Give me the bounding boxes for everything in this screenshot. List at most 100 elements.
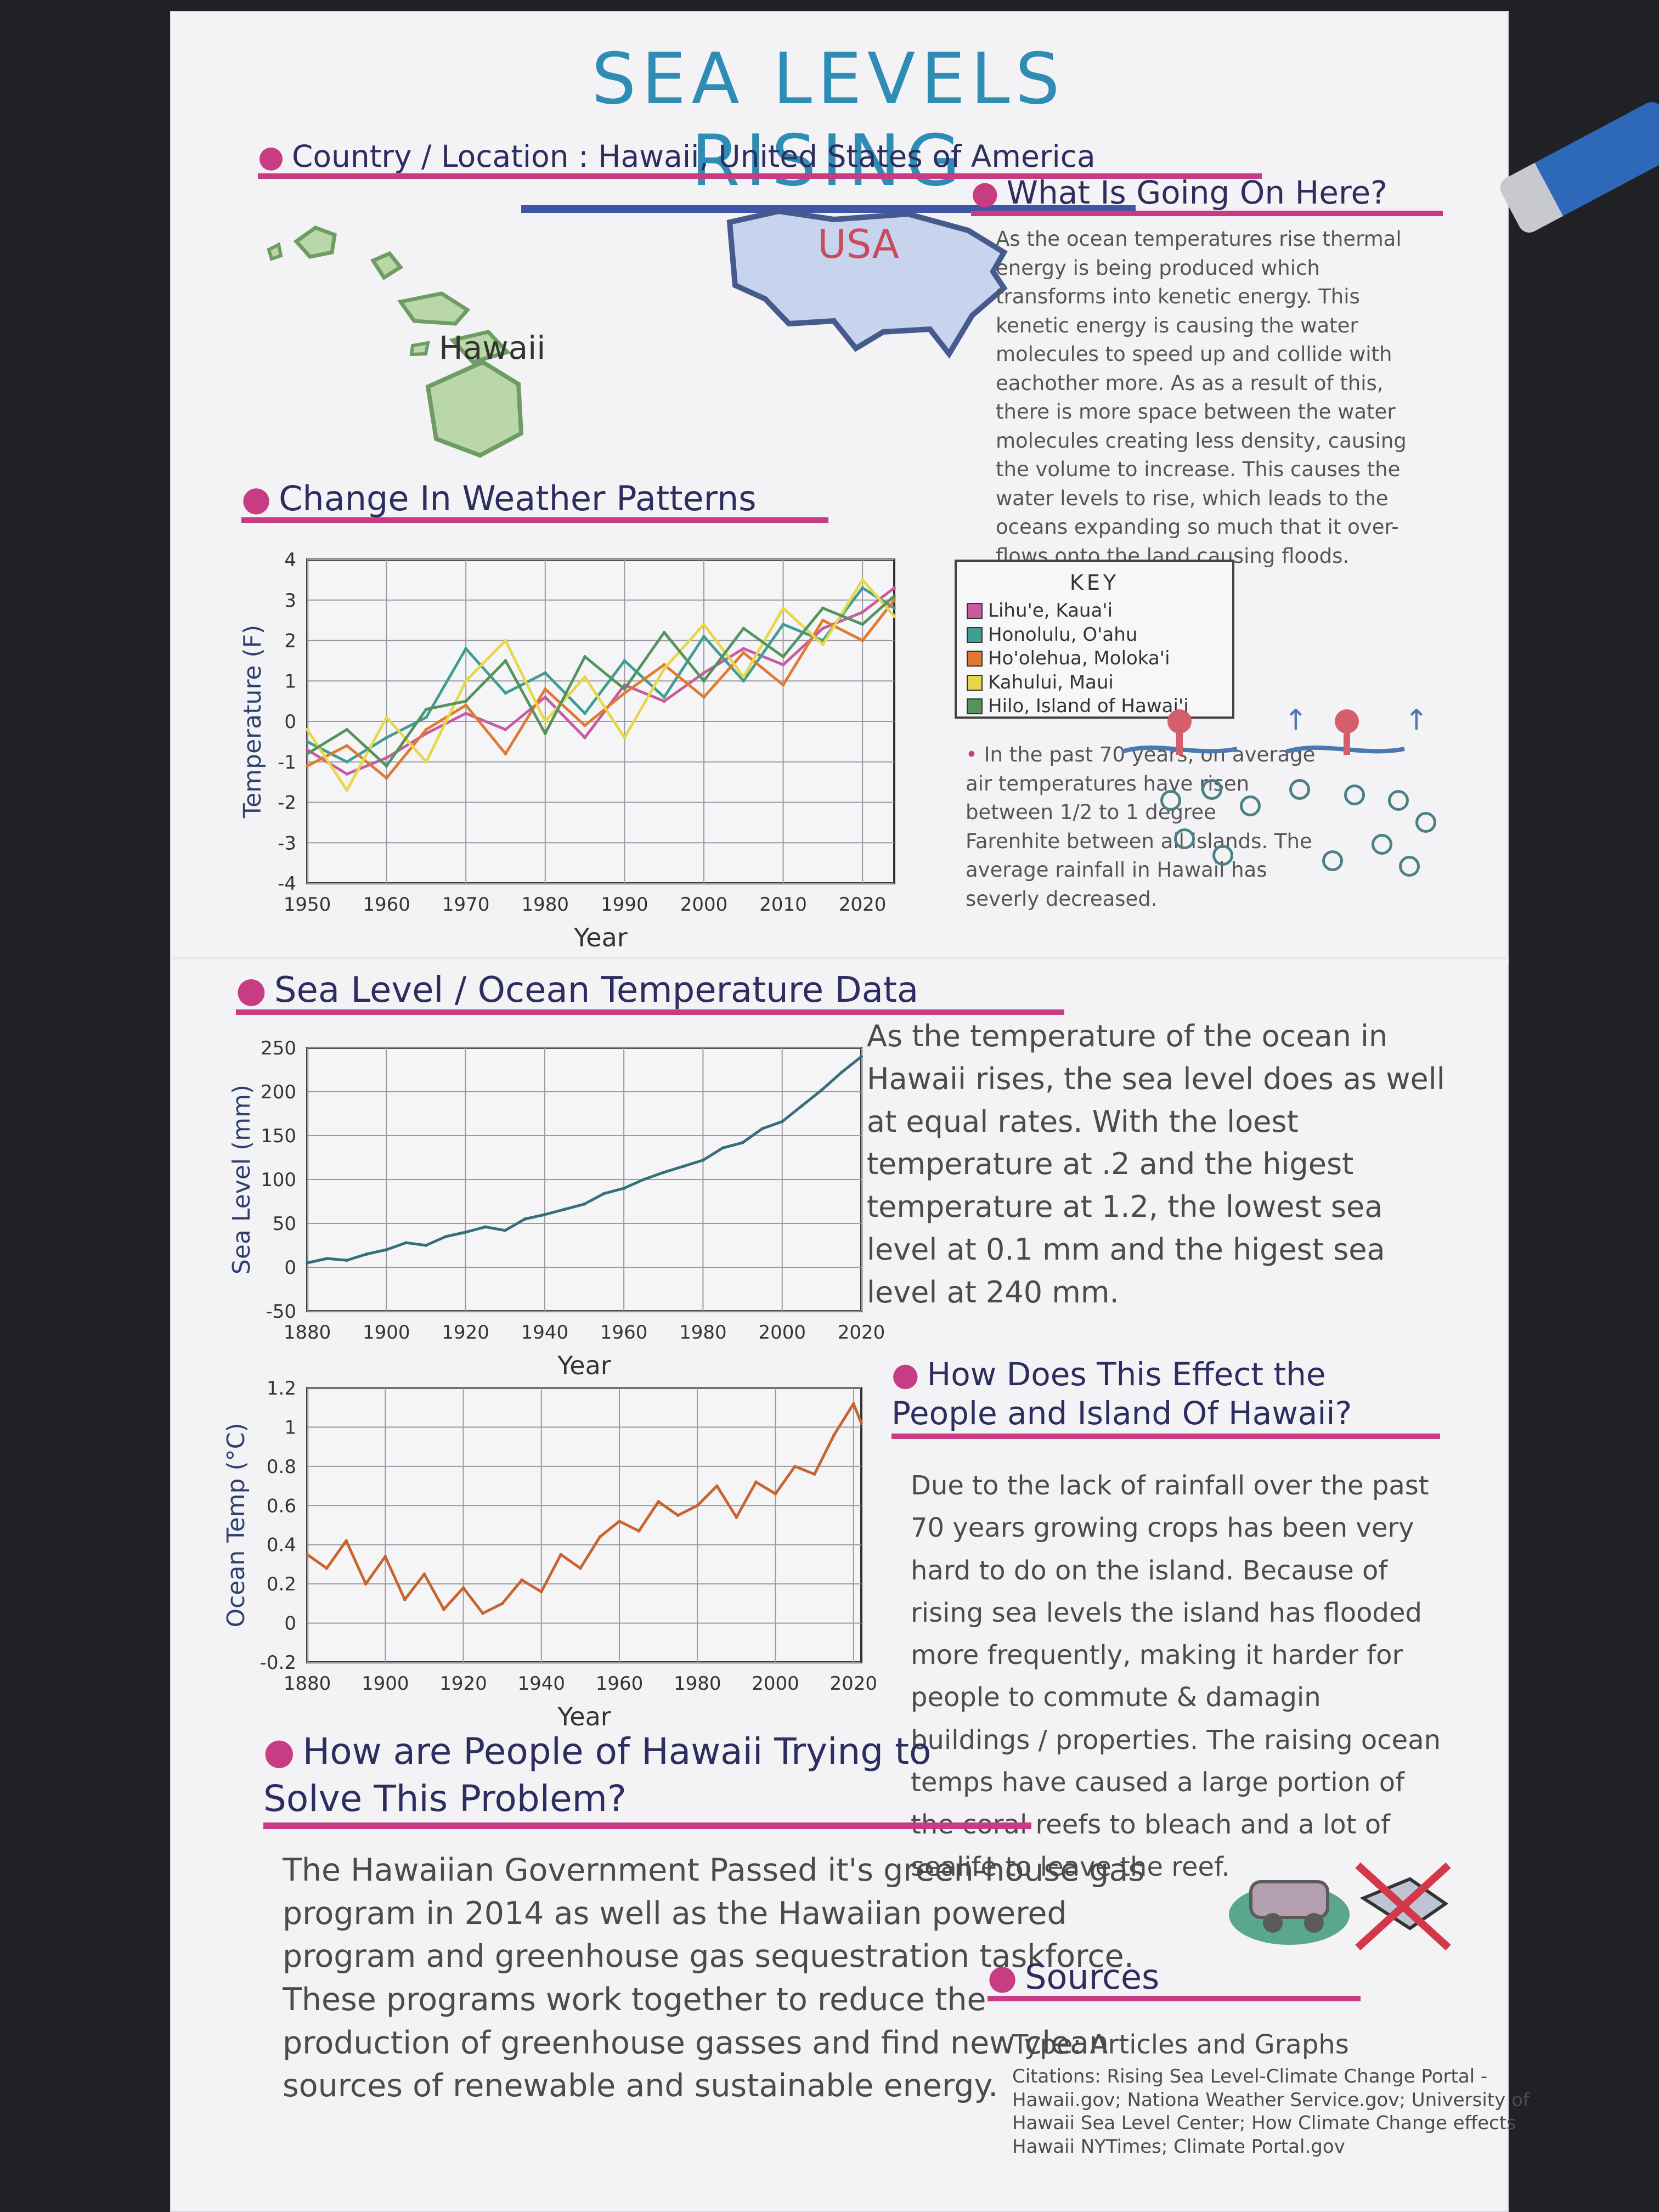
y-tick-label: -4	[278, 873, 296, 895]
series-point	[657, 1500, 661, 1504]
series-point	[481, 1611, 485, 1615]
series-point	[676, 1514, 680, 1517]
location-heading-text: Country / Location : Hawaii, United Stat…	[292, 139, 1096, 174]
series-point	[583, 736, 587, 740]
x-tick-label: 2020	[839, 894, 887, 916]
series-point	[442, 1607, 445, 1611]
key-label-kahului: Kahului, Maui	[988, 671, 1114, 693]
sources-heading: ● Sources	[988, 1958, 1361, 2002]
series-point	[385, 764, 388, 768]
key-label-hoolehua: Ho'olehua, Moloka'i	[988, 647, 1170, 670]
y-tick-label: 200	[261, 1081, 296, 1103]
series-point	[618, 1519, 622, 1523]
series-point	[662, 699, 666, 703]
key-row-kahului: Kahului, Maui	[967, 671, 1222, 695]
series-point	[583, 655, 587, 658]
series-point	[385, 715, 388, 719]
series-point	[742, 627, 746, 630]
y-axis-label: Sea Level (mm)	[230, 1085, 256, 1274]
series-point	[306, 752, 309, 755]
series-point	[424, 1244, 428, 1247]
y-axis-label: Temperature (F)	[241, 625, 267, 819]
solve-heading: ● How are People of Hawaii Trying to Solv…	[263, 1728, 1031, 1829]
series-point	[598, 1535, 602, 1539]
weather-heading-text: Change In Weather Patterns	[279, 478, 757, 518]
series-point	[385, 756, 388, 760]
car-and-fish-illustration	[1229, 1862, 1451, 1951]
series-point	[623, 687, 627, 691]
y-tick-label: 1	[284, 1417, 296, 1438]
y-tick-label: 4	[284, 549, 296, 571]
series-point	[345, 760, 349, 764]
x-axis-label: Year	[573, 923, 627, 952]
series-point	[861, 610, 865, 614]
series-point	[893, 614, 896, 618]
series-point	[662, 1171, 665, 1175]
series-point	[500, 1601, 504, 1605]
series-point	[622, 1187, 626, 1190]
y-tick-label: -3	[278, 832, 296, 854]
series-point	[832, 1433, 836, 1437]
series-point	[503, 1228, 507, 1232]
chart-key: KEY Lihu'e, Kaua'i Honolulu, O'ahu Ho'ol…	[955, 560, 1234, 719]
series-point	[702, 623, 706, 626]
usa-map: USA	[726, 208, 1008, 359]
series-point	[781, 606, 785, 610]
svg-text:↑: ↑	[1284, 704, 1308, 737]
series-point	[578, 1566, 582, 1570]
y-tick-label: -0.2	[260, 1652, 296, 1674]
effect-heading-line-1: How Does This Effect the	[927, 1356, 1326, 1393]
series-point	[543, 671, 547, 675]
series-point	[781, 663, 785, 667]
y-tick-label: -50	[266, 1301, 296, 1323]
y-tick-label: 0.6	[267, 1495, 296, 1517]
series-point	[306, 1261, 309, 1265]
series-point	[701, 1158, 705, 1162]
water-molecule-illustration: ↑ ↑	[1121, 704, 1429, 755]
solve-heading-line-1: How are People of Hawaii Trying to	[302, 1730, 932, 1773]
x-tick-label: 1960	[596, 1673, 644, 1695]
y-tick-label: 0	[284, 711, 296, 733]
series-point	[464, 703, 468, 707]
series-point	[583, 724, 587, 727]
series-point	[345, 1539, 348, 1543]
series-point	[793, 1464, 797, 1468]
effect-heading: ● How Does This Effect the People and Isl…	[891, 1355, 1440, 1439]
series-point	[504, 752, 507, 755]
series-point	[543, 720, 547, 723]
series-point	[422, 1572, 426, 1576]
series-point	[742, 675, 746, 679]
x-tick-label: 1960	[363, 894, 410, 916]
series-point	[812, 1472, 816, 1476]
series-point	[424, 760, 428, 764]
key-row-honolulu: Honolulu, O'ahu	[967, 623, 1222, 647]
y-tick-label: 150	[261, 1125, 296, 1147]
key-title: KEY	[1069, 571, 1120, 595]
location-heading: ● Country / Location : Hawaii, United Sta…	[258, 140, 1262, 179]
series-point	[760, 1127, 764, 1131]
series-point	[523, 1217, 527, 1221]
x-axis-label: Year	[557, 1702, 611, 1731]
series-point	[543, 695, 547, 699]
series-point	[583, 1202, 586, 1206]
x-tick-label: 1960	[600, 1322, 648, 1344]
series-point	[444, 1235, 448, 1238]
series-point	[385, 1248, 388, 1251]
solve-heading-line-2: Solve This Problem?	[263, 1777, 627, 1820]
svg-text:↑: ↑	[1404, 704, 1429, 737]
weather-text: • In the past 70 years, on average air t…	[966, 741, 1317, 971]
hilo-swatch	[967, 698, 983, 715]
series-point	[403, 1598, 407, 1601]
series-point	[306, 727, 309, 731]
weather-heading: ● Change In Weather Patterns	[241, 478, 828, 523]
x-tick-label: 1980	[522, 894, 569, 916]
sources-type: Type: Articles and Graphs	[1012, 2029, 1349, 2060]
sea-heading: ● Sea Level / Ocean Temperature Data	[236, 971, 1064, 1015]
series-point	[365, 1252, 369, 1256]
paper-fold	[170, 957, 1509, 962]
series-point	[562, 1207, 566, 1211]
series-point	[893, 594, 896, 598]
series-point	[861, 586, 865, 590]
series-point	[504, 639, 507, 642]
x-tick-label: 1900	[363, 1322, 410, 1344]
